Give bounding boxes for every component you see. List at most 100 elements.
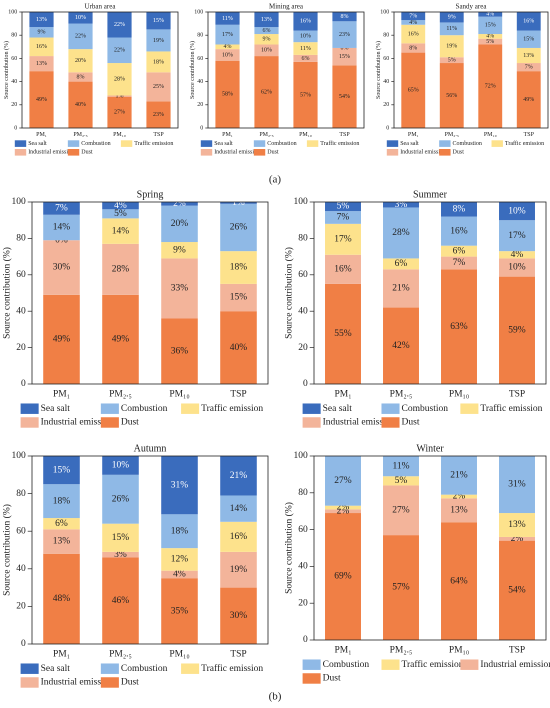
legend-swatch	[14, 140, 27, 147]
data-label: 21%	[230, 471, 248, 481]
data-label: 13%	[36, 61, 47, 67]
x-tick-label: PM₁	[53, 650, 70, 660]
data-label: 16%	[334, 265, 352, 275]
data-label: 27%	[334, 476, 352, 486]
chart: Summer 0 20 40 60 80 100 Source contribution (%…	[283, 189, 547, 428]
data-label: 0%	[55, 235, 68, 245]
bar-segment	[220, 551, 257, 588]
chart: Autumn 0 20 40 60 80 100 Source contribution (%…	[1, 443, 269, 688]
legend-label: Sea salt	[41, 664, 71, 674]
data-label: 72%	[485, 84, 496, 90]
legend-swatch	[302, 417, 321, 428]
data-label: 40%	[75, 102, 86, 108]
data-label: 26%	[112, 494, 130, 504]
legend-label: Traffic emission	[480, 403, 542, 414]
bar-segment	[102, 523, 139, 552]
bar-segment	[325, 202, 361, 212]
data-label: 6%	[55, 519, 68, 529]
data-label: 0%	[341, 45, 349, 51]
y-tick-label: 20	[383, 102, 389, 108]
data-label: 22%	[114, 48, 125, 54]
data-label: 5%	[448, 58, 456, 64]
bar-segment	[441, 522, 477, 640]
legend-label: Combustion	[267, 141, 296, 147]
bar-segment	[254, 44, 279, 57]
data-label: 15%	[112, 533, 130, 543]
data-label: 5%	[114, 209, 127, 219]
y-axis-label: Source contribution (%)	[189, 41, 196, 99]
chart-title: Winter	[416, 443, 444, 454]
bar-segment	[68, 49, 93, 73]
bar-segment	[516, 30, 541, 48]
bar-segment	[220, 203, 257, 252]
bar-segment	[43, 529, 80, 554]
data-label: 23%	[153, 112, 164, 118]
bar-segment	[102, 474, 139, 524]
data-label: 46%	[112, 596, 130, 606]
y-axis-label: Source contribution (%)	[1, 247, 12, 339]
x-tick-label: PM₂.₅	[109, 650, 132, 660]
data-label: 49%	[523, 97, 534, 103]
bar-segment	[220, 311, 257, 384]
data-label: 18%	[153, 59, 164, 65]
y-tick-label: 40	[298, 562, 308, 572]
data-label: 16%	[523, 19, 534, 25]
bar-segment	[439, 12, 464, 23]
legend-label: Traffic emission	[201, 403, 263, 414]
bar-segment	[499, 202, 535, 221]
data-label: 31%	[171, 480, 189, 490]
bar-segment	[332, 47, 357, 66]
plot-frame	[313, 455, 547, 641]
data-label: 4%	[409, 20, 417, 26]
data-label: 69%	[334, 572, 352, 582]
bar-segment	[29, 71, 54, 128]
x-tick-label: PM₂.₅	[259, 132, 273, 138]
legend-label: Combustion	[121, 404, 168, 414]
data-label: 19%	[230, 565, 248, 575]
data-label: 49%	[112, 335, 130, 345]
y-tick-label: 80	[298, 488, 308, 498]
data-label: 21%	[392, 284, 410, 294]
bar-segment	[499, 540, 535, 640]
y-tick-label: 0	[14, 125, 17, 131]
bar-segment	[332, 65, 357, 128]
y-tick-label: 100	[11, 197, 26, 207]
data-label: 16%	[230, 532, 248, 542]
chart: Sandy area 0 20 40 60 80 100 Source contributio…	[375, 3, 549, 156]
data-label: 14%	[53, 223, 71, 233]
bar-segment	[29, 12, 54, 28]
y-tick-label: 20	[16, 602, 26, 612]
y-tick-label: 40	[16, 306, 26, 316]
legend-swatch	[20, 663, 39, 674]
bar-segment	[220, 587, 257, 644]
data-label: 13%	[36, 17, 47, 23]
x-tick-label: PM₁₀	[299, 132, 312, 138]
legend-label: Sea salt	[28, 141, 47, 147]
legend-label: Industrial emission	[214, 150, 260, 156]
y-tick-label: 60	[197, 56, 203, 62]
bar-segment	[102, 209, 139, 219]
data-label: 21%	[450, 471, 468, 481]
bar-segment	[439, 22, 464, 36]
data-label: 40%	[230, 343, 248, 353]
legend-swatch	[100, 417, 119, 428]
data-label: 42%	[392, 341, 410, 351]
plot-frame	[313, 201, 547, 385]
panel-label: (b)	[269, 691, 282, 703]
data-label: 10%	[75, 15, 86, 21]
x-tick-label: PM₁	[53, 390, 70, 400]
bar-segment	[161, 258, 198, 319]
bar-segment	[441, 245, 477, 257]
legend-swatch	[302, 659, 321, 670]
legend-swatch	[253, 140, 266, 147]
y-tick-label: 40	[197, 79, 203, 85]
data-label: 7%	[525, 64, 533, 70]
y-tick-label: 80	[16, 234, 26, 244]
bar-segment	[161, 578, 198, 644]
data-label: 1%	[116, 93, 124, 99]
legend-swatch	[200, 149, 213, 156]
bar-segment	[383, 476, 419, 486]
bar-segment	[220, 283, 257, 312]
chart-title: Mining area	[269, 3, 304, 11]
bar-segment	[325, 223, 361, 255]
